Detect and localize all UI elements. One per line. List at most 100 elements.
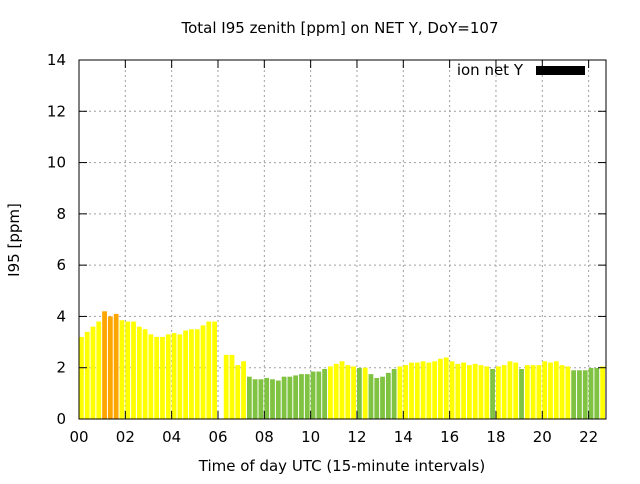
bar: [194, 329, 200, 419]
bar: [333, 363, 339, 419]
bar: [252, 379, 258, 419]
bar: [420, 361, 426, 419]
bar: [443, 357, 449, 419]
bar: [495, 366, 501, 419]
x-tick-label: 20: [533, 428, 552, 446]
bar: [96, 321, 102, 419]
y-tick-label: 8: [56, 205, 66, 223]
bar: [368, 374, 374, 419]
bar: [142, 329, 148, 419]
bar: [594, 367, 600, 419]
bar: [235, 365, 241, 419]
bar: [189, 329, 194, 419]
bar: [426, 362, 432, 419]
bar: [351, 366, 356, 419]
bar: [165, 334, 171, 419]
plot-border: [78, 59, 607, 420]
bar: [281, 376, 287, 419]
bar: [246, 376, 252, 419]
bar: [374, 377, 380, 419]
bar: [148, 334, 154, 419]
bar: [397, 366, 403, 419]
bar: [264, 377, 270, 419]
y-tick-label: 14: [47, 51, 66, 69]
y-tick-label: 10: [47, 154, 66, 172]
bar: [455, 363, 461, 419]
x-tick-label: 22: [579, 428, 598, 446]
bar: [160, 336, 165, 419]
bar: [362, 367, 368, 419]
bar: [553, 361, 559, 419]
bar: [107, 316, 113, 419]
legend-label: ion net Y: [457, 61, 524, 79]
bar: [571, 370, 577, 419]
bar: [171, 333, 177, 419]
legend-swatch: [536, 66, 585, 75]
bar: [490, 368, 495, 419]
bar: [316, 371, 322, 419]
bar: [310, 371, 316, 419]
bar: [449, 361, 455, 419]
bar: [79, 336, 84, 419]
bar: [131, 321, 136, 419]
bar: [322, 368, 328, 419]
bar: [600, 366, 605, 419]
x-tick-label: 00: [69, 428, 88, 446]
bar: [90, 326, 96, 419]
bar: [229, 354, 235, 419]
bar: [559, 365, 565, 419]
bar: [385, 372, 391, 419]
bar: [177, 334, 183, 419]
bar: [299, 374, 304, 419]
bar: [102, 311, 107, 419]
bar: [542, 361, 548, 419]
y-tick-label: 0: [56, 410, 66, 428]
y-axis-label: I95 [ppm]: [5, 203, 23, 277]
bar: [467, 365, 472, 419]
bar: [339, 361, 345, 419]
x-tick-label: 10: [301, 428, 320, 446]
x-tick-label: 12: [347, 428, 366, 446]
bar: [304, 374, 310, 419]
bar: [84, 331, 90, 419]
bar: [328, 366, 333, 419]
bar: [501, 365, 507, 419]
y-tick-label: 2: [56, 359, 66, 377]
bar: [548, 362, 553, 419]
bar: [241, 361, 246, 419]
x-tick-label: 02: [116, 428, 135, 446]
bar: [258, 379, 264, 419]
bar: [287, 376, 293, 419]
legend: ion net Y: [457, 61, 585, 79]
bar: [223, 354, 229, 419]
bar: [200, 325, 206, 419]
bar: [478, 365, 484, 419]
bar: [530, 365, 536, 419]
bar: [507, 361, 513, 419]
bar: [414, 362, 420, 419]
bar: [391, 368, 397, 419]
bar: [270, 379, 275, 419]
bar: [588, 367, 594, 419]
bar: [206, 321, 212, 419]
bar: [136, 326, 142, 419]
y-tick-label: 6: [56, 256, 66, 274]
bar: [356, 367, 362, 419]
bar: [524, 365, 530, 419]
y-tick-label: 12: [47, 102, 66, 120]
bar: [403, 365, 409, 419]
bar: [536, 365, 542, 419]
x-tick-label: 18: [486, 428, 505, 446]
bar: [293, 375, 299, 419]
bars: [79, 311, 605, 419]
x-tick-label: 08: [255, 428, 274, 446]
x-tick-label: 16: [440, 428, 459, 446]
bar: [113, 313, 119, 419]
x-axis-label: Time of day UTC (15-minute intervals): [198, 457, 485, 475]
x-tick-label: 04: [162, 428, 181, 446]
bar: [432, 361, 438, 419]
bar: [125, 321, 131, 419]
bar: [345, 365, 351, 419]
